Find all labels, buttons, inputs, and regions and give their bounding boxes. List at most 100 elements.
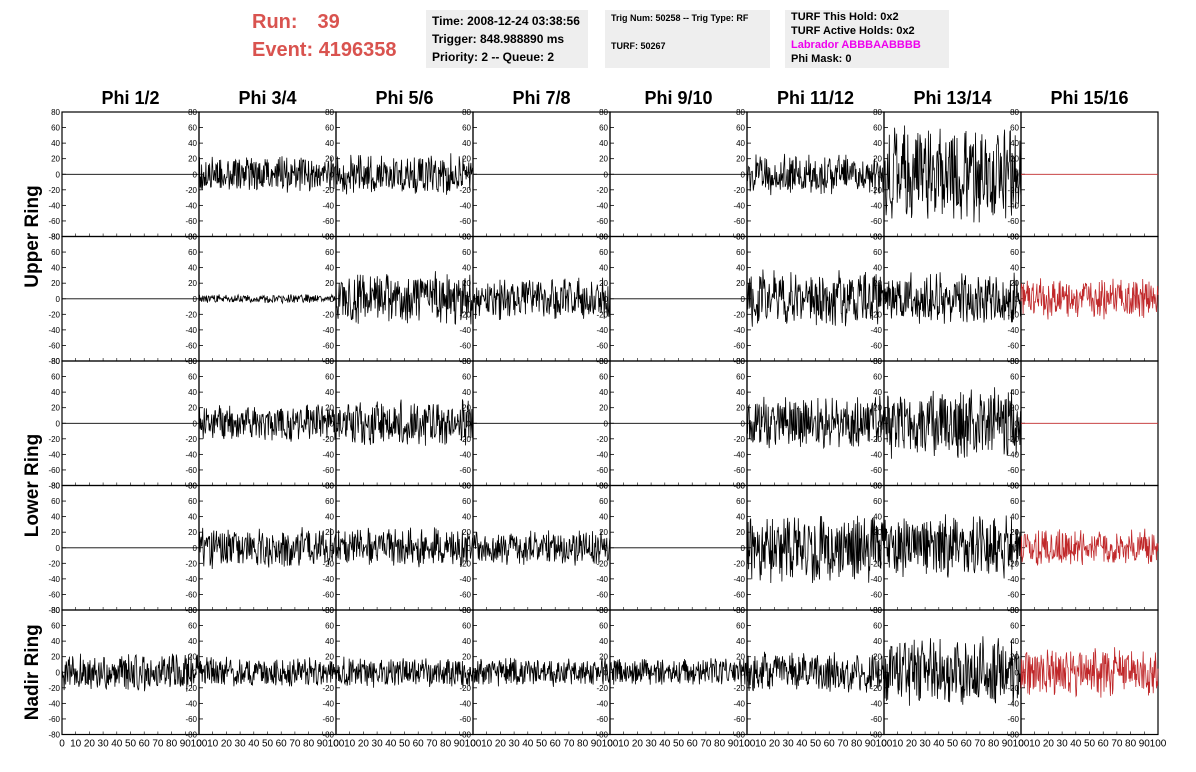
y-tick-label: 80 (51, 482, 60, 491)
y-tick-label: 0 (741, 170, 746, 179)
y-tick-label: 80 (325, 357, 334, 366)
y-tick-label: -60 (459, 341, 471, 350)
y-tick-label: 0 (193, 419, 198, 428)
x-tick-label: 20 (906, 739, 918, 750)
y-tick-label: -40 (48, 326, 60, 335)
y-tick-label: 40 (325, 264, 334, 273)
y-tick-label: 20 (599, 528, 608, 537)
x-tick-label: 30 (98, 739, 110, 750)
x-tick-label: 90 (591, 739, 603, 750)
y-tick-label: 20 (462, 279, 471, 288)
y-tick-label: 0 (330, 419, 335, 428)
y-tick-label: 40 (188, 513, 197, 522)
y-tick-label: 0 (878, 668, 883, 677)
y-tick-label: 60 (1010, 248, 1019, 257)
waveform-trace (335, 153, 474, 195)
y-tick-label: 80 (325, 606, 334, 615)
y-tick-label: -80 (733, 731, 745, 740)
y-tick-label: -40 (1007, 575, 1019, 584)
y-tick-label: 20 (188, 404, 197, 413)
x-tick-label: 100 (465, 739, 482, 750)
y-tick-label: 60 (599, 373, 608, 382)
y-tick-label: 80 (873, 233, 882, 242)
y-tick-label: 40 (188, 637, 197, 646)
y-tick-label: -20 (1007, 435, 1019, 444)
ring-label-2: Lower Ring (22, 434, 43, 537)
x-tick-label: 30 (783, 739, 795, 750)
x-tick-label: 0 (59, 739, 65, 750)
y-tick-label: 40 (1010, 637, 1019, 646)
y-tick-label: 20 (1010, 528, 1019, 537)
y-tick-label: -20 (870, 559, 882, 568)
y-tick-label: 40 (736, 139, 745, 148)
x-tick-label: 40 (111, 739, 123, 750)
y-tick-label: -40 (322, 201, 334, 210)
x-tick-label: 60 (1098, 739, 1110, 750)
y-tick-label: 40 (462, 637, 471, 646)
y-tick-label: 80 (1010, 606, 1019, 615)
x-tick-label: 100 (1150, 739, 1167, 750)
y-tick-label: -40 (596, 450, 608, 459)
y-tick-label: 0 (56, 544, 61, 553)
y-tick-label: 20 (325, 279, 334, 288)
y-tick-label: -60 (185, 715, 197, 724)
waveform-trace (472, 277, 611, 321)
x-tick-label: 50 (1084, 739, 1096, 750)
y-tick-label: -40 (733, 326, 745, 335)
y-tick-label: 60 (873, 622, 882, 631)
panel-r5-c3: 80 60 40 20 0 -20 -40 -60 -80 (322, 606, 474, 740)
y-tick-label: 0 (193, 170, 198, 179)
y-tick-label: -60 (322, 715, 334, 724)
y-tick-label: 80 (736, 482, 745, 491)
y-tick-label: 80 (51, 108, 60, 117)
x-tick-label: 70 (837, 739, 849, 750)
x-tick-label: 0 (607, 739, 613, 750)
x-tick-label: 60 (276, 739, 288, 750)
trig-line: Trig Num: 50258 -- Trig Type: RF (611, 13, 749, 23)
y-tick-label: 40 (736, 513, 745, 522)
y-tick-label: 80 (599, 357, 608, 366)
y-tick-label: 0 (878, 170, 883, 179)
x-tick-label: 90 (865, 739, 877, 750)
y-tick-label: 40 (462, 139, 471, 148)
y-tick-label: 0 (330, 170, 335, 179)
y-tick-label: -60 (185, 341, 197, 350)
y-tick-label: 0 (56, 668, 61, 677)
y-tick-label: -60 (48, 466, 60, 475)
y-tick-label: 60 (736, 124, 745, 133)
x-tick-label: 10 (207, 739, 219, 750)
x-tick-label: 0 (333, 739, 339, 750)
time-info-panel: Time: 2008-12-24 03:38:56 Trigger: 848.9… (426, 10, 588, 68)
x-tick-label: 50 (536, 739, 548, 750)
y-tick-label: -60 (596, 715, 608, 724)
y-tick-label: -20 (48, 559, 60, 568)
y-tick-label: 60 (599, 622, 608, 631)
y-tick-label: 60 (736, 622, 745, 631)
y-tick-label: 80 (736, 233, 745, 242)
y-tick-label: 60 (325, 497, 334, 506)
y-tick-label: 40 (599, 139, 608, 148)
y-tick-label: 20 (736, 528, 745, 537)
waveform-trace (335, 271, 474, 325)
y-tick-label: 80 (1010, 357, 1019, 366)
y-tick-label: 40 (51, 388, 60, 397)
waveform-trace (883, 272, 1022, 324)
y-tick-label: 40 (599, 264, 608, 273)
y-tick-label: 0 (1015, 419, 1020, 428)
y-tick-label: 20 (873, 155, 882, 164)
y-tick-label: 60 (599, 248, 608, 257)
x-tick-label: 90 (728, 739, 740, 750)
y-tick-label: -60 (596, 341, 608, 350)
y-tick-label: 80 (736, 108, 745, 117)
y-tick-label: 0 (604, 295, 609, 304)
